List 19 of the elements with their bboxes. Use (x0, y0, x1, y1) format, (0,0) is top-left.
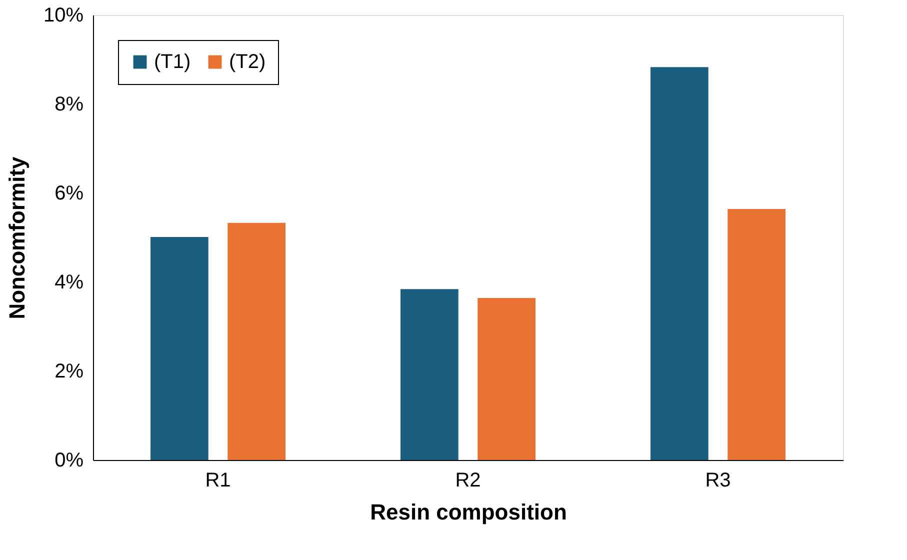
bar (228, 222, 286, 460)
y-tick-label: 2% (54, 360, 84, 382)
legend-label: (T1) (154, 51, 191, 73)
x-tick-label: R1 (205, 470, 231, 492)
y-tick-label: 8% (54, 94, 84, 116)
x-axis-title: Resin composition (370, 500, 567, 524)
y-tick-label: 10% (43, 4, 84, 26)
x-tick-label: R2 (455, 470, 481, 492)
y-tick-label: 0% (54, 450, 84, 472)
bar (728, 209, 786, 460)
x-tick-label: R3 (705, 470, 731, 492)
y-axis-title: Noncomformity (4, 156, 30, 320)
legend-label: (T2) (229, 51, 266, 73)
y-tick-label: 4% (54, 272, 84, 294)
bar (478, 298, 536, 460)
y-tick-label: 6% (54, 182, 84, 204)
bar (400, 289, 458, 460)
bar (650, 67, 708, 460)
bar (150, 237, 208, 460)
